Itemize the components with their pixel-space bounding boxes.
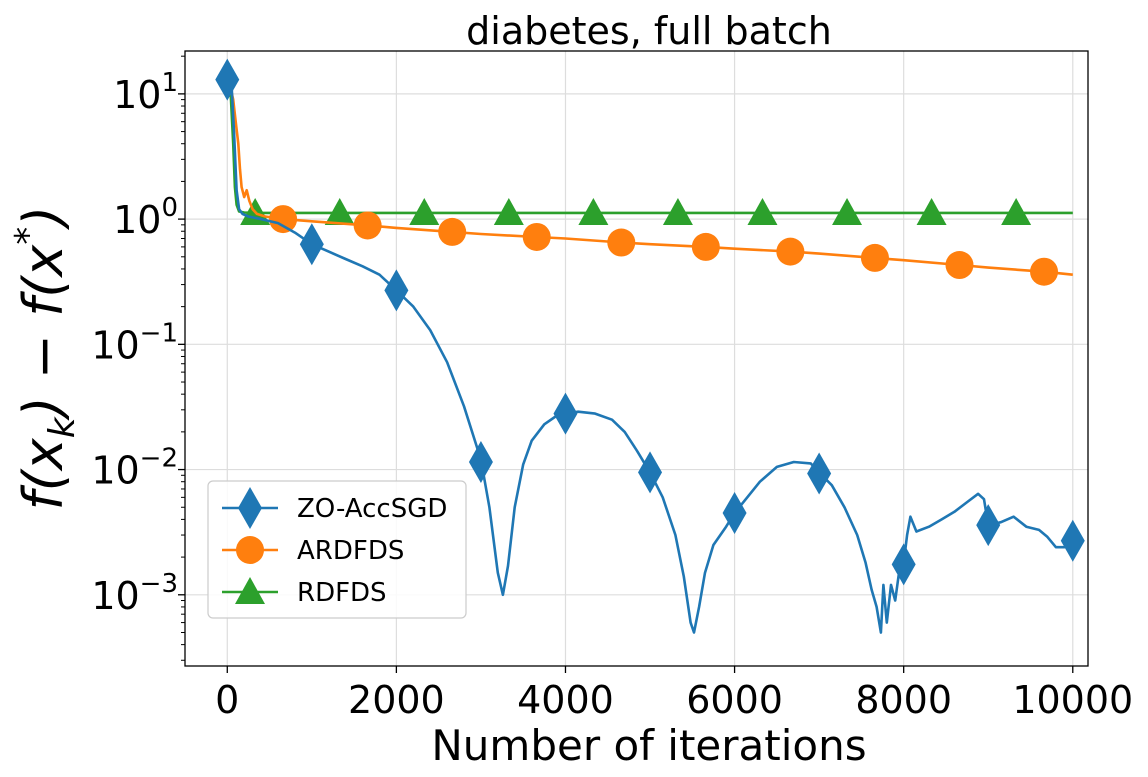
x-axis-label: Number of iterations — [431, 721, 866, 770]
x-tick-label: 0 — [215, 678, 239, 722]
series-line — [226, 79, 1073, 276]
series-marker — [299, 223, 324, 266]
series-marker — [638, 451, 663, 494]
series-marker — [607, 228, 636, 257]
series-marker — [468, 440, 493, 483]
series-marker — [269, 205, 298, 234]
y-axis-label: f(xk) − f(x*) — [8, 206, 83, 511]
y-tick-label: 100 — [113, 193, 178, 242]
x-tick-label: 6000 — [686, 678, 783, 722]
y-axis-ticks: 101 100 10−1 10−2 10−3 — [91, 55, 185, 661]
legend-label: ARDFDS — [297, 536, 404, 566]
series-marker — [553, 392, 578, 435]
legend-marker — [236, 536, 264, 564]
series-marker — [891, 543, 916, 586]
series-RDFDS — [226, 79, 1073, 225]
y-tick-label: 101 — [113, 68, 178, 117]
series-marker — [945, 251, 974, 280]
series-marker — [578, 197, 609, 225]
series-marker — [807, 452, 832, 495]
y-label-subscript: k — [42, 415, 83, 438]
series-marker — [776, 237, 805, 266]
series-marker — [409, 197, 440, 225]
series-marker — [662, 197, 693, 225]
plot-series — [215, 58, 1085, 634]
series-marker — [384, 269, 409, 312]
series-marker — [860, 243, 889, 272]
y-tick-label: 10−3 — [91, 569, 178, 618]
y-label-part-f1: f(x — [12, 437, 75, 510]
y-label-part-end: ) — [12, 206, 75, 231]
y-label-part-mid: ) − f(x — [12, 244, 75, 422]
plot-frame — [184, 50, 1089, 667]
series-marker — [1030, 257, 1059, 286]
series-marker — [324, 197, 355, 225]
series-marker — [493, 197, 524, 225]
series-marker — [1060, 519, 1085, 562]
series-ZO-AccSGD — [215, 58, 1085, 634]
x-tick-label: 10000 — [1012, 678, 1133, 722]
legend-marker — [235, 577, 265, 604]
series-ARDFDS — [226, 79, 1073, 286]
series-marker — [747, 197, 778, 225]
series-marker — [1001, 197, 1032, 225]
legend-label: ZO-AccSGD — [297, 494, 447, 524]
series-marker — [976, 504, 1001, 547]
x-tick-label: 2000 — [348, 678, 445, 722]
series-line — [226, 78, 1074, 634]
x-axis-ticks: 0 2000 4000 6000 8000 10000 — [215, 666, 1133, 722]
y-tick-label: 10−2 — [91, 444, 178, 493]
legend-box — [207, 480, 467, 619]
series-marker — [353, 211, 382, 240]
y-tick-label: 10−1 — [91, 318, 178, 367]
series-marker — [832, 197, 863, 225]
series-line — [226, 79, 1073, 215]
legend-label: RDFDS — [297, 578, 387, 608]
x-tick-label: 4000 — [517, 678, 614, 722]
series-marker — [722, 491, 747, 534]
chart-title: diabetes, full batch — [466, 9, 832, 53]
series-marker — [438, 217, 467, 246]
series-marker — [916, 197, 947, 225]
series-marker — [691, 232, 720, 261]
x-tick-label: 8000 — [855, 678, 952, 722]
legend: ZO-AccSGD ARDFDS RDFDS — [207, 480, 467, 619]
series-marker — [215, 58, 240, 101]
y-label-superscript: * — [8, 227, 49, 245]
series-marker — [522, 222, 551, 251]
legend-marker — [238, 487, 262, 529]
